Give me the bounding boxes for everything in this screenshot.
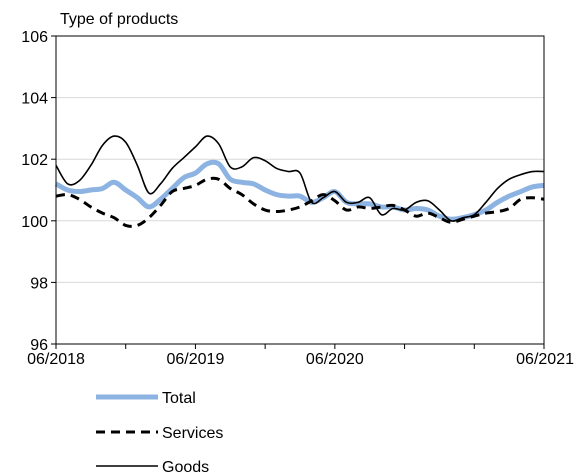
series-lines — [54, 135, 545, 228]
x-tick-label: 06/2021 — [516, 351, 574, 368]
y-tick-label: 98 — [30, 275, 48, 292]
x-axis-ticks: 06/2018 06/2019 06/2020 06/2021 — [27, 344, 574, 368]
series-line-total — [54, 159, 545, 222]
legend-label-goods: Goods — [162, 459, 209, 474]
y-tick-label: 96 — [30, 337, 48, 354]
legend: Total Services Goods — [96, 390, 223, 474]
series-line-services — [55, 176, 545, 228]
legend-label-total: Total — [162, 390, 196, 407]
chart-subtitle: Type of products — [60, 11, 178, 28]
plot-area-border — [55, 35, 545, 345]
legend-label-services: Services — [162, 425, 223, 442]
x-tick-label: 06/2020 — [306, 351, 364, 368]
y-tick-label: 100 — [21, 214, 48, 231]
y-tick-label: 106 — [21, 29, 48, 46]
y-tick-label: 102 — [21, 152, 48, 169]
x-tick-label: 06/2018 — [27, 351, 85, 368]
y-tick-label: 104 — [21, 91, 48, 108]
x-tick-label: 06/2019 — [167, 351, 225, 368]
series-line-goods — [55, 135, 545, 222]
y-axis-ticks: 96 98 100 102 104 106 — [21, 29, 56, 354]
